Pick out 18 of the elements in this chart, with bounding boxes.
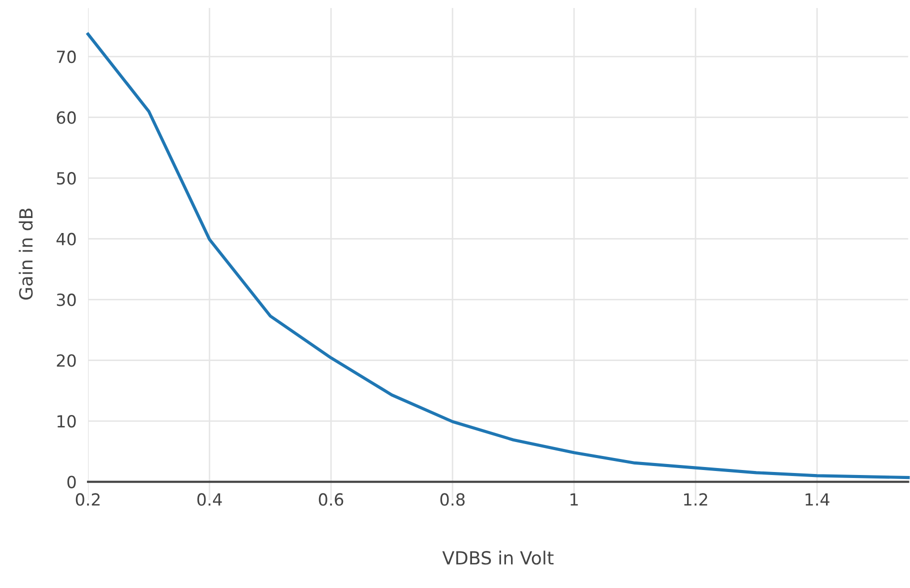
y-axis-title: Gain in dB bbox=[18, 208, 33, 300]
y-tick-label: 60 bbox=[56, 111, 76, 124]
x-tick-label: 1 bbox=[570, 493, 578, 506]
x-tick-label: 0.6 bbox=[318, 493, 344, 506]
x-tick-label: 0.8 bbox=[440, 493, 465, 506]
y-tick-label: 40 bbox=[56, 232, 76, 246]
x-tick-label: 0.4 bbox=[197, 493, 222, 506]
x-axis-title: VDBS in Volt bbox=[442, 550, 554, 565]
y-tick-label: 20 bbox=[56, 354, 76, 367]
x-tick-label: 1.4 bbox=[806, 493, 830, 506]
line-series bbox=[86, 32, 910, 480]
y-tick-label: 70 bbox=[57, 50, 76, 64]
x-tick-label: 1.2 bbox=[684, 493, 708, 506]
y-tick-label: 30 bbox=[56, 294, 76, 306]
y-tick-label: 0 bbox=[67, 476, 76, 488]
y-tick-label: 10 bbox=[58, 415, 76, 428]
y-tick-label: 50 bbox=[56, 172, 76, 185]
x-tick-label: 0.2 bbox=[76, 493, 100, 506]
